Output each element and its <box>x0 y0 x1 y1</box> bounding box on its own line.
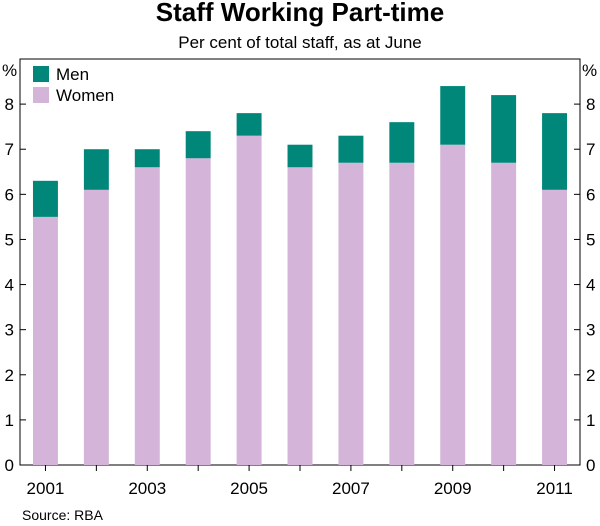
y-tick-label-left: 0 <box>5 456 14 475</box>
x-tick-label-2003: 2003 <box>128 479 166 498</box>
bar-men-2009 <box>440 86 466 145</box>
y-tick-label-right: 1 <box>586 411 595 430</box>
bar-men-2006 <box>287 144 313 168</box>
bar-women-2006 <box>287 167 313 465</box>
y-tick-label-right: 2 <box>586 366 595 385</box>
y-axis-unit-right: % <box>582 61 597 80</box>
bar-women-2010 <box>491 162 517 465</box>
legend-swatch-men <box>33 66 49 82</box>
bar-women-2003 <box>134 167 160 465</box>
y-tick-label-right: 7 <box>586 140 595 159</box>
y-tick-label-right: 6 <box>586 185 595 204</box>
bar-women-2008 <box>389 162 415 465</box>
y-tick-label-left: 1 <box>5 411 14 430</box>
y-tick-label-right: 3 <box>586 321 595 340</box>
bar-men-2002 <box>83 149 109 190</box>
legend-swatch-women <box>33 87 49 103</box>
chart-title: Staff Working Part-time <box>156 0 444 27</box>
bar-men-2007 <box>338 135 364 163</box>
y-tick-label-left: 3 <box>5 321 14 340</box>
y-tick-label-left: 7 <box>5 140 14 159</box>
chart-subtitle: Per cent of total staff, as at June <box>178 33 422 52</box>
bar-women-2007 <box>338 162 364 465</box>
x-tick-label-2001: 2001 <box>27 479 65 498</box>
bar-men-2008 <box>389 122 415 163</box>
bar-women-2011 <box>542 189 568 465</box>
bar-women-2004 <box>185 158 211 466</box>
x-tick-label-2011: 2011 <box>536 479 573 498</box>
bar-men-2005 <box>236 113 262 136</box>
x-tick-label-2007: 2007 <box>332 479 370 498</box>
y-tick-label-right: 8 <box>586 95 595 114</box>
y-tick-label-left: 4 <box>5 276 14 295</box>
bars-group <box>32 86 568 466</box>
legend: Men Women <box>33 65 114 105</box>
x-axis: 2001 2003 2005 2007 2009 2011 <box>27 465 573 498</box>
bar-men-2003 <box>134 149 160 168</box>
bar-women-2005 <box>236 135 262 465</box>
y-tick-label-left: 6 <box>5 185 14 204</box>
y-axis-right: 0 1 2 3 4 5 6 7 8 <box>574 95 595 475</box>
bar-men-2010 <box>491 95 517 163</box>
y-axis-left: 0 1 2 3 4 5 6 7 8 <box>5 95 26 475</box>
legend-label-women: Women <box>56 86 114 105</box>
bar-men-2004 <box>185 131 211 159</box>
bar-women-2001 <box>32 216 58 465</box>
legend-label-men: Men <box>56 65 89 84</box>
bar-men-2001 <box>32 180 58 217</box>
y-tick-label-right: 5 <box>586 230 595 249</box>
bar-men-2011 <box>542 113 568 190</box>
y-tick-label-left: 2 <box>5 366 14 385</box>
y-tick-label-left: 8 <box>5 95 14 114</box>
y-tick-label-left: 5 <box>5 230 14 249</box>
bar-women-2009 <box>440 144 466 465</box>
bar-women-2002 <box>83 189 109 465</box>
x-tick-label-2009: 2009 <box>434 479 472 498</box>
x-tick-label-2005: 2005 <box>230 479 268 498</box>
y-tick-label-right: 4 <box>586 276 595 295</box>
source-note: Source: RBA <box>22 507 104 523</box>
y-axis-unit-left: % <box>2 61 17 80</box>
y-tick-label-right: 0 <box>586 456 595 475</box>
